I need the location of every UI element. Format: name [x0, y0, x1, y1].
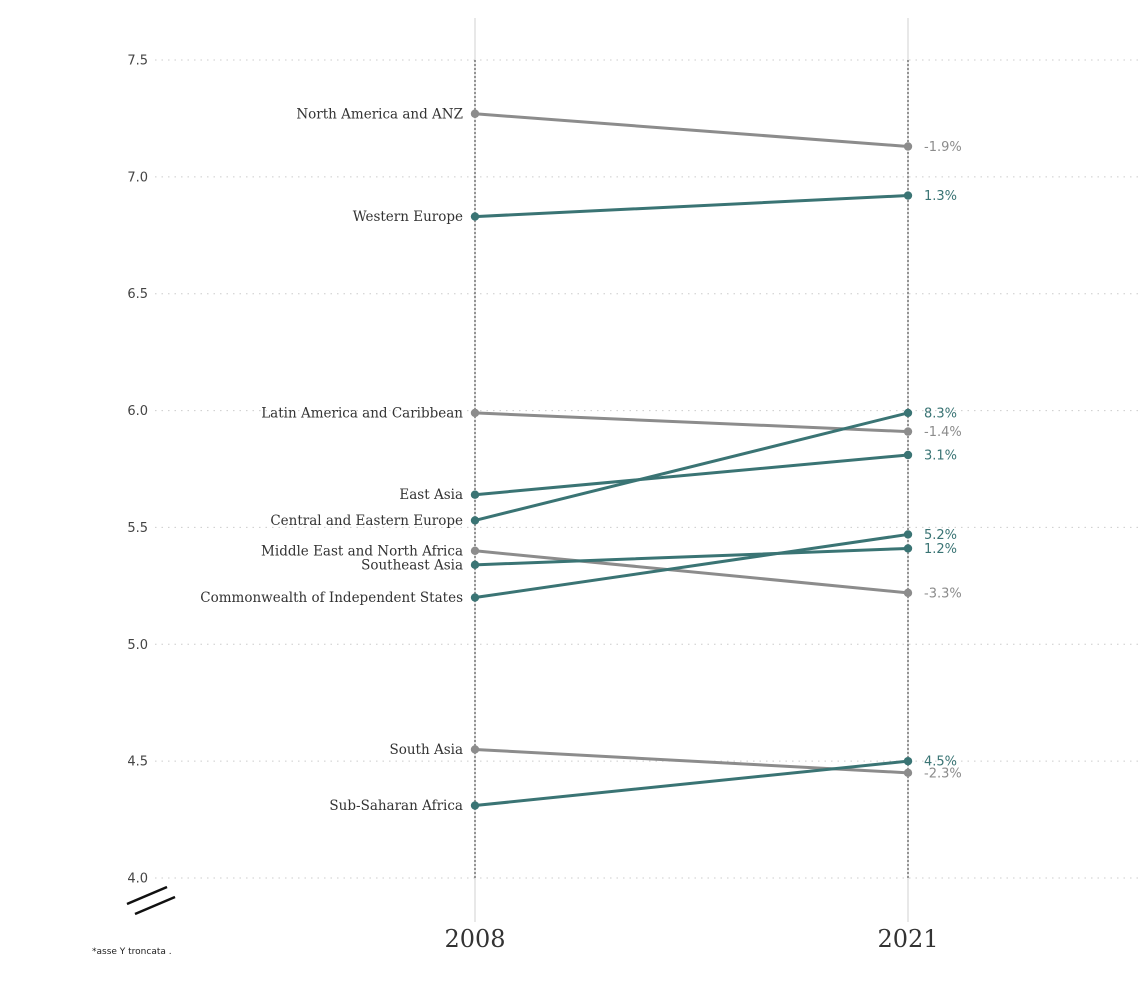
- region-label: Southeast Asia: [361, 557, 463, 573]
- y-tick-label: 4.5: [127, 755, 148, 770]
- point-2021: [903, 588, 913, 598]
- change-label: 5.2%: [924, 528, 957, 543]
- region-label: East Asia: [399, 487, 463, 503]
- change-label: 1.3%: [924, 189, 957, 204]
- series-line: [473, 532, 910, 600]
- x-tick-label: 2008: [444, 925, 505, 953]
- y-tick-label: 7.0: [127, 170, 148, 185]
- change-label: -2.3%: [924, 766, 962, 781]
- point-2008: [470, 593, 480, 602]
- point-2021: [903, 756, 913, 766]
- point-2008: [470, 801, 480, 810]
- y-tick-label: 6.5: [127, 287, 148, 302]
- point-2021: [903, 768, 913, 778]
- series-line: [473, 194, 910, 219]
- point-2008: [470, 560, 480, 570]
- region-label: Western Europe: [353, 209, 463, 225]
- change-label: 8.3%: [924, 406, 957, 421]
- y-tick-label: 5.5: [127, 521, 148, 536]
- series-line: [473, 546, 910, 567]
- change-label: 1.2%: [924, 542, 957, 557]
- point-2008: [470, 490, 480, 499]
- region-label: Central and Eastern Europe: [270, 513, 463, 529]
- axis-break-icon: [126, 885, 176, 916]
- point-2008: [470, 212, 480, 221]
- point-2008: [470, 109, 480, 118]
- x-tick-label: 2021: [877, 925, 938, 953]
- series-line: [473, 759, 910, 808]
- point-2008: [470, 408, 480, 418]
- series-lines: North America and ANZ -1.9% Western Europe…: [200, 106, 961, 814]
- point-2008: [470, 516, 480, 525]
- region-label: North America and ANZ: [296, 106, 463, 122]
- y-gridlines: [155, 59, 1142, 879]
- series-line: [473, 112, 910, 148]
- point-2021: [903, 544, 913, 553]
- point-2008: [470, 745, 480, 754]
- series-line: [473, 411, 910, 434]
- x-tick-labels: 2008 2021: [444, 925, 938, 953]
- y-tick-label: 6.0: [127, 404, 148, 419]
- footnote: *asse Y troncata .: [92, 947, 172, 957]
- region-label: Latin America and Caribbean: [261, 405, 463, 421]
- y-tick-label: 5.0: [127, 638, 148, 653]
- change-label: -3.3%: [924, 586, 962, 601]
- point-2021: [903, 427, 913, 436]
- y-tick-labels: 4.0 4.5 5.0 5.5 6.0 6.5 7.0 7.5: [127, 54, 148, 887]
- region-label: Middle East and North Africa: [261, 543, 463, 559]
- point-2021: [903, 450, 913, 460]
- point-2021: [903, 408, 913, 418]
- point-2021: [903, 142, 913, 151]
- series-line: [473, 453, 910, 497]
- point-2021: [903, 191, 913, 200]
- point-2008: [470, 546, 480, 555]
- region-label: Sub-Saharan Africa: [329, 798, 463, 814]
- change-label: -1.4%: [924, 425, 962, 440]
- x-axis-lines: [474, 18, 909, 922]
- y-tick-label: 7.5: [127, 54, 148, 69]
- change-label: 3.1%: [924, 448, 957, 463]
- point-2021: [903, 530, 913, 539]
- y-tick-label: 4.0: [127, 872, 148, 887]
- series-line: [473, 411, 910, 522]
- region-label: South Asia: [389, 742, 463, 758]
- series-line: [473, 549, 910, 595]
- change-label: -1.9%: [924, 140, 962, 155]
- region-label: Commonwealth of Independent States: [200, 590, 463, 606]
- change-label: 4.5%: [924, 755, 957, 770]
